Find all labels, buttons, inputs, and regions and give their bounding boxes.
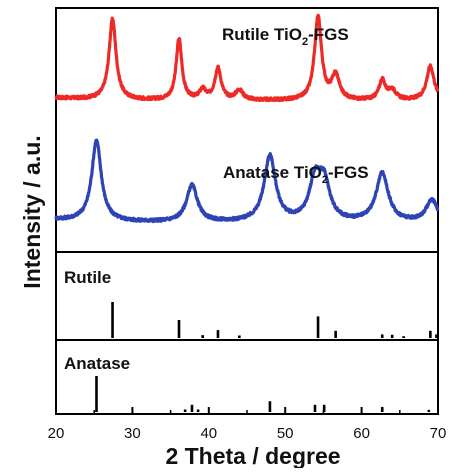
rutile-fgs-curve xyxy=(54,13,440,103)
x-tick-label: 30 xyxy=(124,425,141,442)
reference-sticks xyxy=(95,302,438,412)
rutile-reference-label: Rutile xyxy=(64,268,111,287)
x-tick-label: 60 xyxy=(353,425,370,442)
pattern-curves xyxy=(54,13,440,224)
x-axis: 20 30 40 50 60 70 xyxy=(48,407,447,442)
x-tick-label: 40 xyxy=(200,425,217,442)
panel-frame-3 xyxy=(55,339,439,415)
x-tick-label: 20 xyxy=(48,425,65,442)
x-tick-label: 70 xyxy=(430,425,447,442)
y-axis-title: Intensity / a.u. xyxy=(19,135,45,288)
anatase-fgs-label: Anatase TiO2-FGS xyxy=(223,163,369,186)
anatase-reference-label: Anatase xyxy=(64,354,130,373)
anatase-fgs-curve xyxy=(54,138,440,224)
rutile-fgs-label: Rutile TiO2-FGS xyxy=(222,25,349,48)
x-axis-title: 2 Theta / degree xyxy=(165,443,340,468)
chart-labels: 2 Theta / degree Intensity / a.u. Rutile T… xyxy=(19,25,369,469)
x-tick-label: 50 xyxy=(277,425,294,442)
